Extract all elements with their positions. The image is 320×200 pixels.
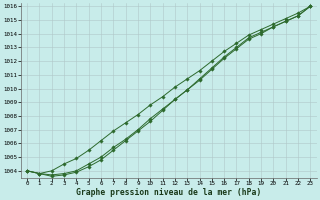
X-axis label: Graphe pression niveau de la mer (hPa): Graphe pression niveau de la mer (hPa) bbox=[76, 188, 261, 197]
